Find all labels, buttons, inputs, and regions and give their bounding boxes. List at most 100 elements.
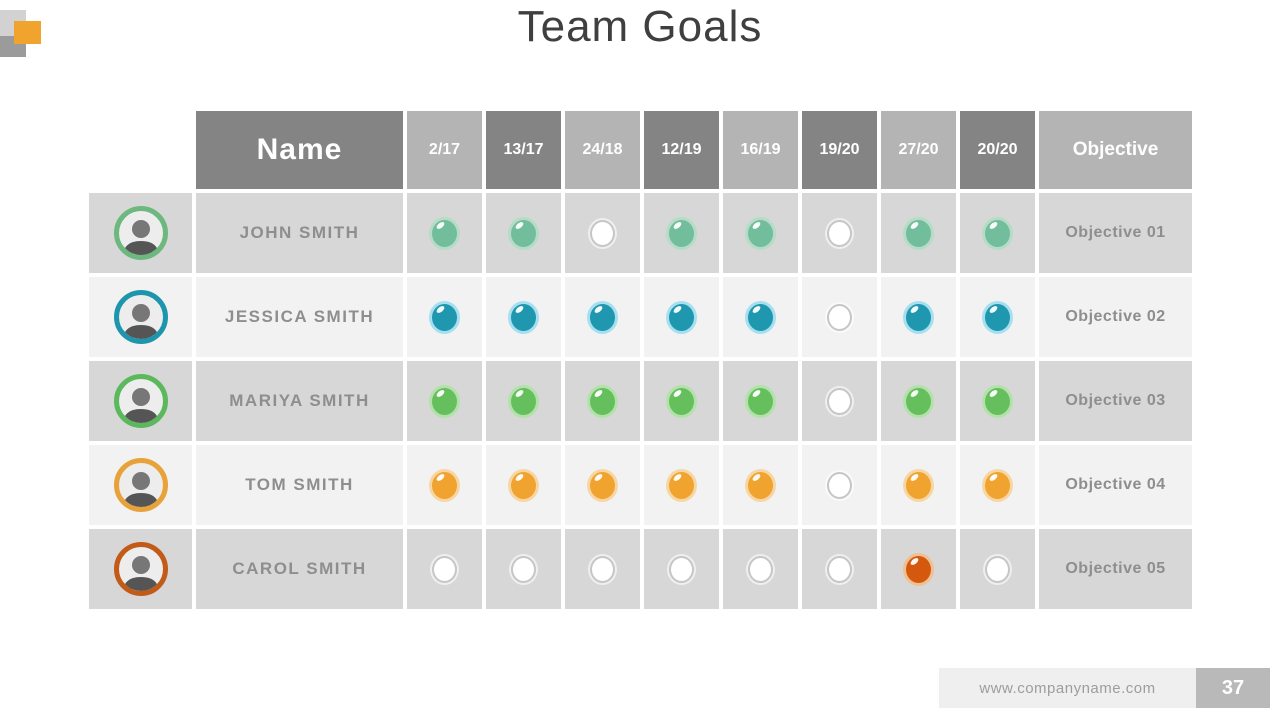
slide-title: Team Goals: [517, 2, 763, 51]
status-dot-filled: [906, 303, 931, 331]
dot-cell: [881, 529, 956, 609]
dot-cell: [723, 529, 798, 609]
dot-cell: [802, 529, 877, 609]
page-number-badge: 37: [1196, 668, 1270, 708]
avatar: [113, 458, 168, 512]
date-column-header: 19/20: [802, 111, 877, 189]
status-dot-empty: [985, 555, 1010, 583]
dot-gloss-highlight: [988, 304, 999, 314]
status-dot-filled: [906, 219, 931, 247]
status-dot-filled: [511, 219, 536, 247]
status-dot-filled: [906, 387, 931, 415]
dot-cell: [644, 277, 719, 357]
dot-gloss-highlight: [753, 558, 764, 568]
dot-gloss-highlight: [832, 474, 843, 484]
status-dot-filled: [748, 387, 773, 415]
dot-gloss-highlight: [435, 388, 446, 398]
date-column-header: 27/20: [881, 111, 956, 189]
status-dot-filled: [669, 387, 694, 415]
status-dot-empty: [669, 555, 694, 583]
dot-gloss-highlight: [435, 472, 446, 482]
dot-gloss-highlight: [674, 558, 685, 568]
team-goals-table: Name 2/17 13/17 24/18 12/19 16/19 19/20 27/20 20…: [89, 111, 1192, 609]
member-name: JESSICA SMITH: [196, 277, 403, 357]
dot-gloss-highlight: [437, 558, 448, 568]
avatar-cell: [89, 361, 192, 441]
dot-cell: [723, 193, 798, 273]
dot-cell: [644, 445, 719, 525]
dot-gloss-highlight: [435, 304, 446, 314]
dot-cell: [802, 361, 877, 441]
footer-company-url: www.companyname.com: [939, 668, 1196, 708]
dot-gloss-highlight: [990, 558, 1001, 568]
objective-label: Objective 05: [1039, 529, 1192, 609]
status-dot-filled: [511, 471, 536, 499]
dot-cell: [407, 445, 482, 525]
dot-gloss-highlight: [832, 390, 843, 400]
status-dot-filled: [985, 219, 1010, 247]
dot-cell: [960, 193, 1035, 273]
objective-label: Objective 01: [1039, 193, 1192, 273]
dot-cell: [723, 445, 798, 525]
status-dot-empty: [827, 471, 852, 499]
dot-gloss-highlight: [832, 558, 843, 568]
avatar-cell: [89, 277, 192, 357]
dot-cell: [407, 529, 482, 609]
dot-gloss-highlight: [751, 388, 762, 398]
status-dot-filled: [748, 471, 773, 499]
dot-cell: [802, 193, 877, 273]
status-dot-empty: [432, 555, 457, 583]
status-dot-empty: [748, 555, 773, 583]
status-dot-filled: [432, 471, 457, 499]
dot-cell: [486, 445, 561, 525]
dot-gloss-highlight: [988, 388, 999, 398]
objective-label: Objective 03: [1039, 361, 1192, 441]
dot-gloss-highlight: [516, 558, 527, 568]
status-dot-filled: [669, 219, 694, 247]
objective-column-header: Objective: [1039, 111, 1192, 189]
status-dot-filled: [669, 471, 694, 499]
dot-gloss-highlight: [593, 472, 604, 482]
dot-gloss-highlight: [593, 304, 604, 314]
status-dot-filled: [432, 219, 457, 247]
status-dot-filled: [985, 471, 1010, 499]
dot-cell: [960, 277, 1035, 357]
status-dot-filled: [432, 303, 457, 331]
footer: www.companyname.com 37: [939, 668, 1270, 708]
avatar: [113, 206, 168, 260]
status-dot-empty: [827, 387, 852, 415]
dot-cell: [802, 277, 877, 357]
avatar-column-header-blank: [89, 111, 192, 189]
member-name: CAROL SMITH: [196, 529, 403, 609]
status-dot-filled: [511, 303, 536, 331]
dot-cell: [486, 277, 561, 357]
status-dot-empty: [511, 555, 536, 583]
avatar-cell: [89, 445, 192, 525]
dot-gloss-highlight: [751, 304, 762, 314]
dot-gloss-highlight: [909, 388, 920, 398]
date-column-header: 2/17: [407, 111, 482, 189]
dot-cell: [486, 193, 561, 273]
dot-gloss-highlight: [514, 220, 525, 230]
dot-gloss-highlight: [435, 220, 446, 230]
dot-gloss-highlight: [514, 472, 525, 482]
dot-cell: [802, 445, 877, 525]
dot-cell: [960, 445, 1035, 525]
dot-cell: [960, 529, 1035, 609]
status-dot-filled: [748, 219, 773, 247]
member-name: TOM SMITH: [196, 445, 403, 525]
dot-cell: [565, 361, 640, 441]
dot-cell: [881, 193, 956, 273]
date-column-header: 12/19: [644, 111, 719, 189]
dot-gloss-highlight: [672, 388, 683, 398]
status-dot-filled: [590, 471, 615, 499]
status-dot-filled: [906, 555, 931, 583]
dot-gloss-highlight: [988, 220, 999, 230]
dot-gloss-highlight: [514, 388, 525, 398]
dot-cell: [723, 361, 798, 441]
dot-gloss-highlight: [751, 220, 762, 230]
member-name: MARIYA SMITH: [196, 361, 403, 441]
dot-gloss-highlight: [672, 304, 683, 314]
date-column-header: 20/20: [960, 111, 1035, 189]
